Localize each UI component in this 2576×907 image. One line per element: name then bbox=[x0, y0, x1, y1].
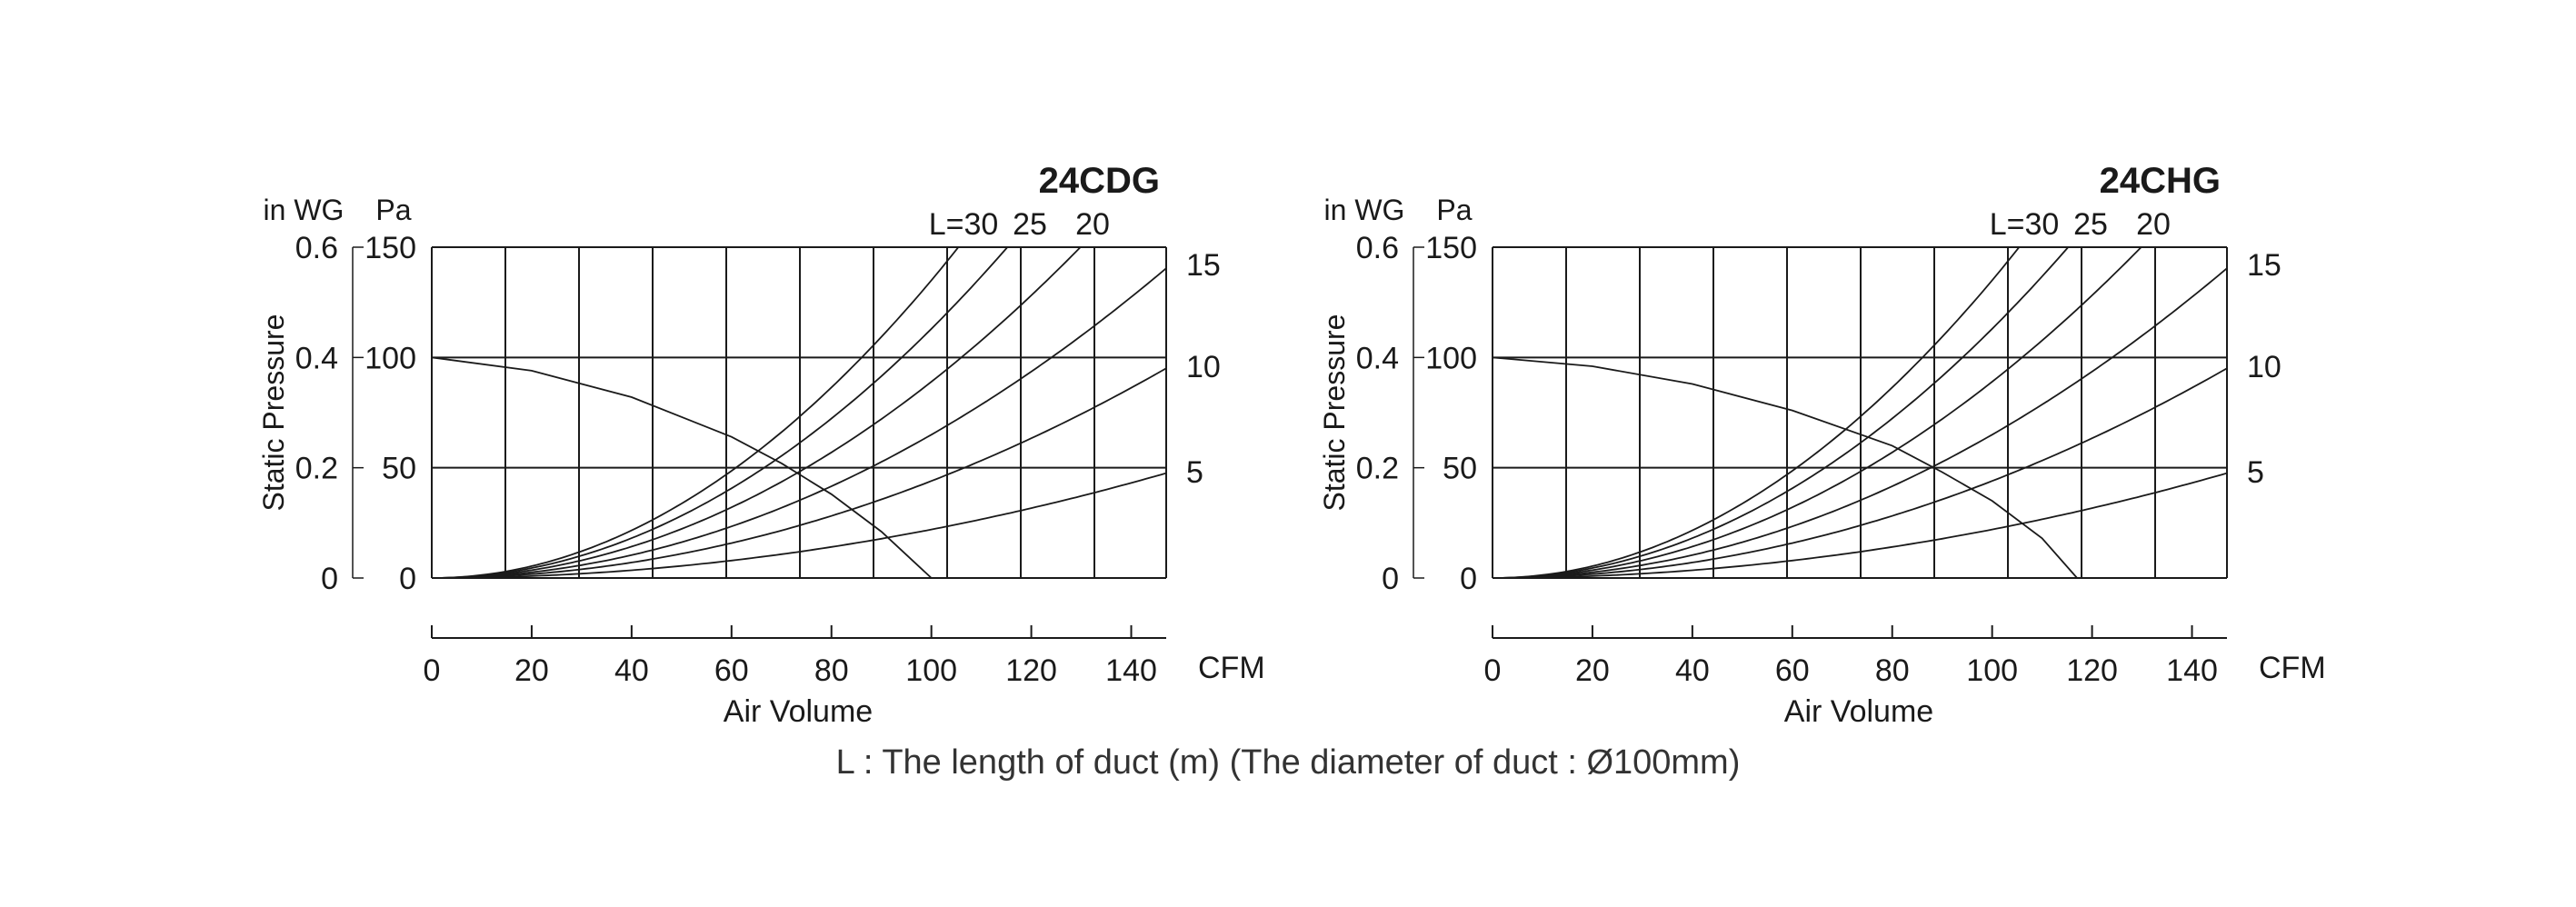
duct-curve-l-30 bbox=[432, 247, 960, 578]
x-tick-label: 100 bbox=[905, 653, 957, 688]
curve-label: L=30 bbox=[929, 207, 999, 242]
fan-curve bbox=[432, 356, 933, 578]
curves bbox=[432, 247, 1166, 578]
curves bbox=[1493, 247, 2227, 578]
x-unit: CFM bbox=[1198, 651, 1265, 685]
y-tick-inwg: 0.4 bbox=[295, 341, 338, 375]
y-tick-pa: 100 bbox=[1425, 341, 1477, 375]
y-tick-inwg: 0.6 bbox=[295, 231, 338, 265]
duct-curve-20 bbox=[432, 247, 1082, 578]
curve-label: 20 bbox=[2136, 207, 2171, 242]
y-tick-pa: 0 bbox=[1460, 562, 1477, 596]
x-tick-label: 100 bbox=[1966, 653, 2018, 688]
duct-curve-20 bbox=[1493, 247, 2142, 578]
duct-curve-10 bbox=[1493, 367, 2227, 578]
x-tick-label: 0 bbox=[424, 653, 441, 688]
chart-24chg: L=30 25 20 15 10 5 24CHG in WG Pa 0 0.2 0.4 0.6 0 50 10… bbox=[1318, 161, 2326, 729]
inwg-axis bbox=[352, 246, 364, 579]
x-tick-label: 20 bbox=[1575, 653, 1610, 688]
curve-label: 10 bbox=[2247, 350, 2281, 384]
y-tick-pa: 100 bbox=[364, 341, 416, 375]
curve-label: 5 bbox=[1186, 455, 1203, 490]
y-tick-inwg: 0.6 bbox=[1356, 231, 1399, 265]
curve-label: 5 bbox=[2247, 455, 2264, 490]
chart-24cdg: L=30 25 20 15 10 5 24CDG in WG Pa 0 0.2 0.4 0.6 0 50 10… bbox=[257, 161, 1265, 729]
duct-curve-15 bbox=[1493, 267, 2227, 578]
y-tick-inwg: 0.2 bbox=[295, 452, 338, 486]
x-tick-label: 120 bbox=[2066, 653, 2118, 688]
grid bbox=[1492, 246, 2228, 579]
y-unit-pa: Pa bbox=[375, 194, 411, 226]
y-tick-pa: 50 bbox=[382, 452, 416, 486]
duct-curve-15 bbox=[432, 267, 1166, 578]
y-axis-title: Static Pressure bbox=[1318, 314, 1351, 512]
duct-curve-25 bbox=[1493, 247, 2070, 578]
duct-curve-25 bbox=[432, 247, 1009, 578]
y-unit-inwg: in WG bbox=[1324, 194, 1405, 226]
fan-curve bbox=[1493, 356, 2078, 578]
y-axis-title: Static Pressure bbox=[257, 314, 290, 512]
x-axis bbox=[1492, 625, 2227, 639]
y-tick-inwg: 0.4 bbox=[1356, 341, 1399, 375]
y-tick-pa: 0 bbox=[399, 562, 416, 596]
x-axis bbox=[431, 625, 1166, 639]
y-unit-pa: Pa bbox=[1436, 194, 1472, 226]
x-unit: CFM bbox=[2259, 651, 2326, 685]
x-tick-label: 60 bbox=[714, 653, 749, 688]
y-tick-inwg: 0 bbox=[1382, 562, 1399, 596]
curve-label: 25 bbox=[1013, 207, 1047, 242]
x-tick-label: 120 bbox=[1005, 653, 1057, 688]
duct-curve-10 bbox=[432, 367, 1166, 578]
x-tick-label: 40 bbox=[614, 653, 649, 688]
curve-label: 15 bbox=[1186, 248, 1221, 283]
y-tick-pa: 150 bbox=[1425, 231, 1477, 265]
y-tick-pa: 50 bbox=[1443, 452, 1477, 486]
x-axis-title: Air Volume bbox=[724, 694, 873, 729]
y-tick-inwg: 0 bbox=[321, 562, 338, 596]
x-tick-label: 40 bbox=[1675, 653, 1710, 688]
curve-label: 20 bbox=[1075, 207, 1110, 242]
x-tick-label: 60 bbox=[1775, 653, 1810, 688]
chart-title: 24CHG bbox=[2100, 161, 2221, 201]
x-tick-label: 140 bbox=[1105, 653, 1157, 688]
y-tick-pa: 150 bbox=[364, 231, 416, 265]
curve-label: 10 bbox=[1186, 350, 1221, 384]
x-tick-label: 20 bbox=[514, 653, 549, 688]
chart-title: 24CDG bbox=[1039, 161, 1160, 201]
x-tick-label: 0 bbox=[1484, 653, 1502, 688]
duct-curve-l-30 bbox=[1493, 247, 2021, 578]
y-unit-inwg: in WG bbox=[264, 194, 344, 226]
x-tick-label: 80 bbox=[814, 653, 849, 688]
curve-label: L=30 bbox=[1990, 207, 2060, 242]
duct-curve-5 bbox=[1493, 472, 2227, 578]
grid bbox=[431, 246, 1167, 579]
inwg-axis bbox=[1413, 246, 1424, 579]
x-axis-title: Air Volume bbox=[1784, 694, 1933, 729]
curve-label: 15 bbox=[2247, 248, 2281, 283]
y-tick-inwg: 0.2 bbox=[1356, 452, 1399, 486]
x-tick-label: 140 bbox=[2166, 653, 2218, 688]
figure-caption: L : The length of duct (m) (The diameter… bbox=[835, 743, 1741, 782]
x-tick-label: 80 bbox=[1875, 653, 1910, 688]
curve-label: 25 bbox=[2073, 207, 2108, 242]
duct-curve-5 bbox=[432, 472, 1166, 578]
